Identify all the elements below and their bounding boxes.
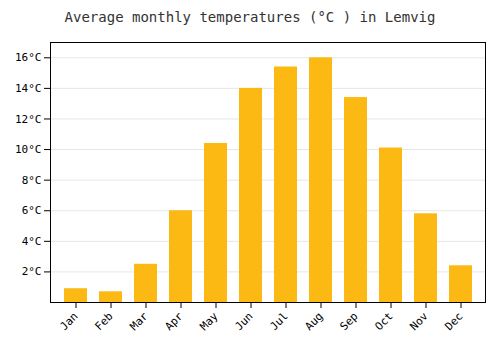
svg-text:Jul: Jul bbox=[267, 310, 290, 333]
svg-text:Oct: Oct bbox=[372, 310, 395, 333]
svg-text:Feb: Feb bbox=[92, 310, 115, 333]
svg-text:Dec: Dec bbox=[442, 310, 465, 333]
svg-text:6°C: 6°C bbox=[22, 204, 42, 217]
svg-text:12°C: 12°C bbox=[15, 112, 42, 125]
svg-text:16°C: 16°C bbox=[15, 51, 42, 64]
svg-text:10°C: 10°C bbox=[15, 143, 42, 156]
svg-text:Mar: Mar bbox=[127, 309, 151, 333]
svg-text:Nov: Nov bbox=[407, 309, 431, 333]
svg-text:4°C: 4°C bbox=[22, 235, 42, 248]
html-text:Average monthly temperatures (: Average monthly temperatures (°C ) in Le… bbox=[64, 9, 436, 25]
svg-text:Jun: Jun bbox=[232, 310, 255, 333]
svg-text:8°C: 8°C bbox=[22, 174, 42, 187]
svg-text:Aug: Aug bbox=[302, 310, 325, 333]
svg-text:Sep: Sep bbox=[337, 310, 360, 333]
svg-text:14°C: 14°C bbox=[15, 82, 42, 95]
svg-text:Jan: Jan bbox=[57, 310, 80, 333]
svg-text:Apr: Apr bbox=[162, 309, 186, 333]
svg-text:2°C: 2°C bbox=[22, 265, 42, 278]
svg-text:May: May bbox=[197, 309, 221, 333]
